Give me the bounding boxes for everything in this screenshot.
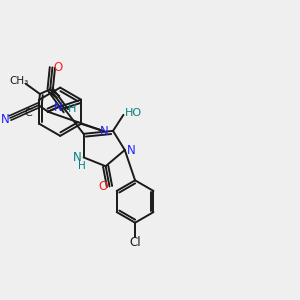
Text: H: H xyxy=(68,104,76,114)
Text: N: N xyxy=(73,151,82,164)
Text: Cl: Cl xyxy=(129,236,141,249)
Text: N: N xyxy=(1,113,10,126)
Text: CH₃: CH₃ xyxy=(9,76,28,86)
Text: O: O xyxy=(98,180,108,193)
Text: HO: HO xyxy=(125,108,142,118)
Text: N: N xyxy=(54,100,62,114)
Text: N: N xyxy=(100,125,108,138)
Text: H: H xyxy=(78,160,86,171)
Text: O: O xyxy=(53,61,62,74)
Text: N: N xyxy=(127,143,136,157)
Text: C: C xyxy=(24,108,32,118)
